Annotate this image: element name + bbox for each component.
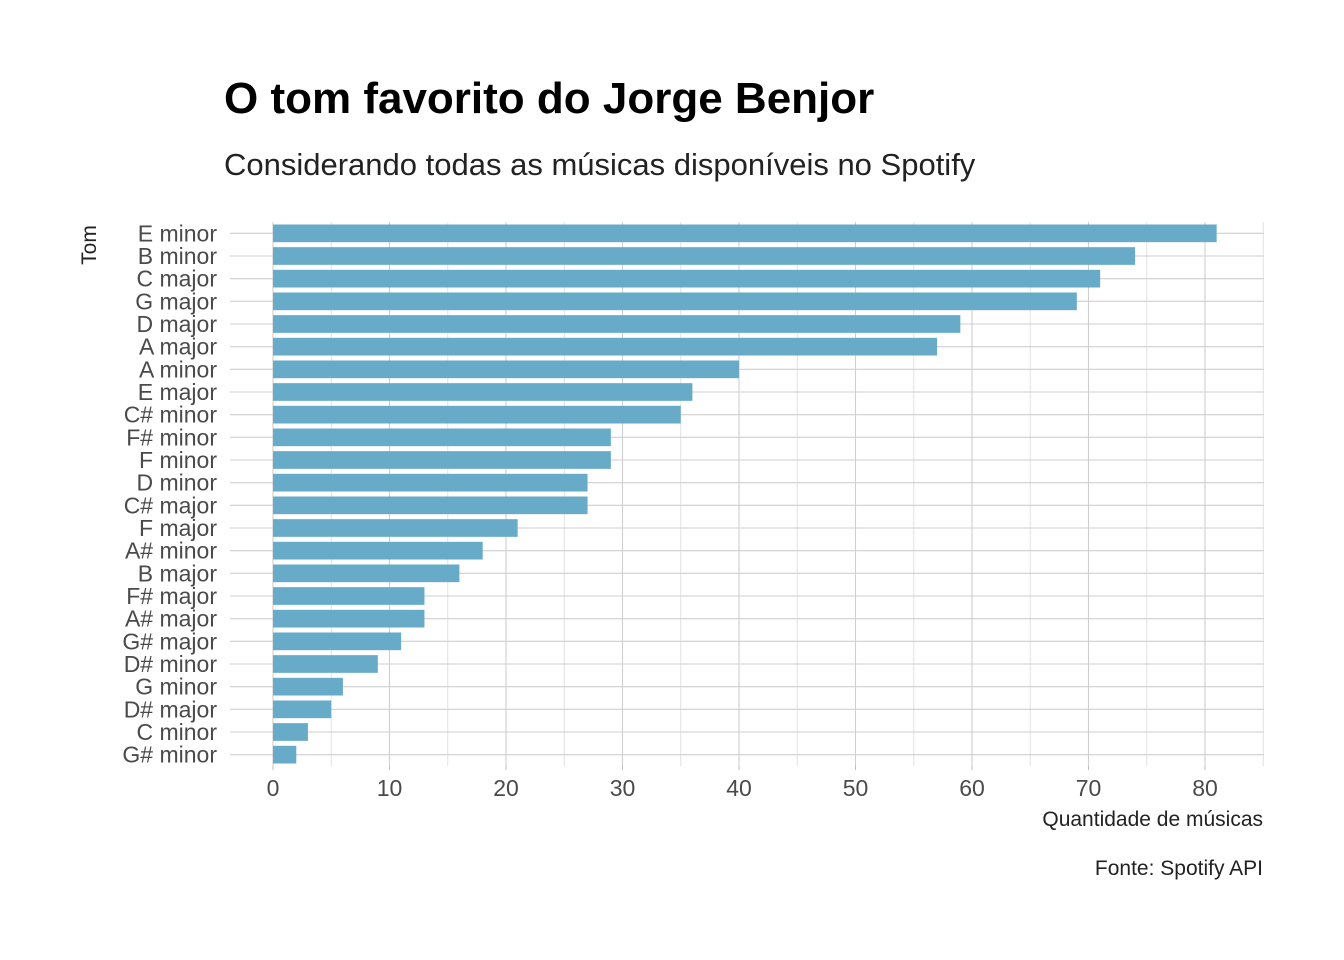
x-axis-ticks: 0 10 20 30 40 50 60 70 80 [267,766,1218,801]
y-tick-label: F minor [139,447,217,473]
chart-title: O tom favorito do Jorge Benjor [224,74,874,123]
y-tick-label: C minor [136,719,217,745]
y-tick-label: F# major [126,583,217,609]
bar-a-minor [273,360,739,379]
y-tick-label: F# minor [126,424,217,450]
y-tick-label: B major [138,560,218,586]
bar-b-major [273,564,460,583]
y-axis-title: Tom [78,225,101,265]
y-tick-label: D major [136,311,217,337]
y-tick-label: E major [138,379,218,405]
bar-a-major [273,337,938,356]
x-tick-label: 70 [1076,775,1102,801]
y-tick-label: G major [135,288,217,314]
y-tick-label: A# minor [125,538,217,564]
bar-e-major [273,383,693,401]
bar-g-major [273,292,1077,311]
y-tick-label: C major [136,266,217,292]
y-tick-label: G# minor [122,742,217,768]
bar-g-sharp-minor [273,745,297,764]
bar-c-sharp-minor [273,405,681,424]
x-tick-label: 20 [493,775,519,801]
bar-f-major [273,519,518,537]
chart-subtitle: Considerando todas as músicas disponívei… [224,147,976,182]
bar-f-sharp-minor [273,428,611,447]
bar-d-sharp-major [273,700,332,719]
bars [273,224,1217,764]
bar-b-minor [273,247,1136,265]
bar-g-sharp-major [273,632,402,651]
x-axis-title: Quantidade de músicas [1042,808,1263,831]
x-tick-label: 60 [959,775,985,801]
y-tick-label: C# minor [124,402,218,428]
x-tick-label: 80 [1192,775,1218,801]
y-tick-label: C# major [124,492,218,518]
bar-e-minor [273,224,1217,243]
x-tick-label: 50 [843,775,869,801]
bar-d-sharp-minor [273,655,378,673]
bar-c-minor [273,723,308,741]
bar-a-sharp-major [273,609,425,628]
x-tick-label: 30 [610,775,636,801]
y-tick-label: A minor [139,356,217,382]
y-tick-label: D# major [124,696,218,722]
y-tick-label: A# major [125,606,217,632]
bar-c-sharp-major [273,496,588,515]
y-tick-label: D# minor [124,651,218,677]
bar-f-sharp-major [273,587,425,605]
bar-c-major [273,269,1101,288]
bar-d-minor [273,473,588,492]
x-tick-label: 0 [267,775,280,801]
x-tick-label: 10 [377,775,403,801]
bar-d-major [273,315,961,333]
bar-g-minor [273,677,343,696]
bar-a-sharp-minor [273,541,483,560]
bar-f-minor [273,451,611,469]
x-tick-label: 40 [726,775,752,801]
y-tick-label: F major [139,515,217,541]
y-tick-label: G# major [122,628,217,654]
chart-caption: Fonte: Spotify API [1095,857,1263,880]
y-tick-label: B minor [138,243,218,269]
y-tick-label: G minor [135,674,217,700]
y-tick-label: A major [139,334,217,360]
grid [230,222,1264,766]
y-tick-label: E minor [138,220,218,246]
y-tick-label: D minor [136,470,217,496]
